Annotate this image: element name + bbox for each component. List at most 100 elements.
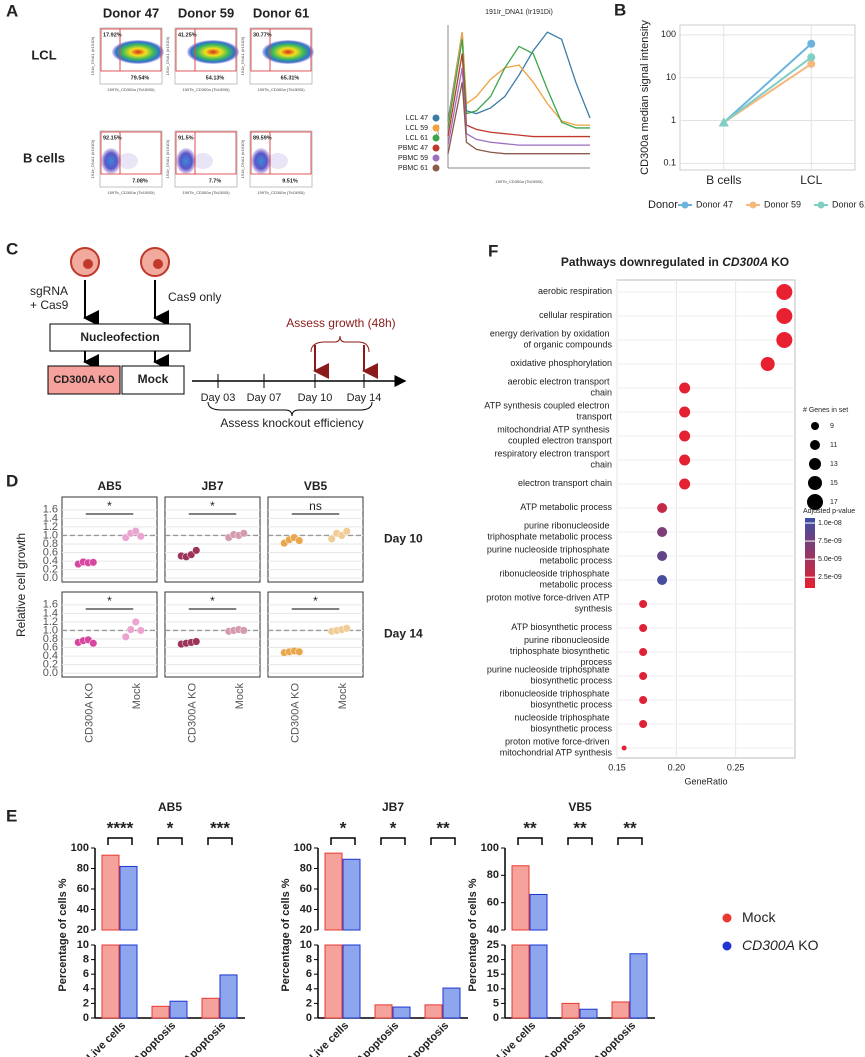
density — [101, 148, 121, 174]
bar — [324, 944, 343, 1019]
brace — [310, 335, 370, 353]
panel-letters: A B C D E F — [6, 0, 626, 825]
histogram-line — [447, 82, 590, 155]
y-tick-label: 0.6 — [43, 546, 58, 558]
y-tick-label: 1.4 — [43, 607, 58, 619]
legend-label: 13 — [830, 461, 838, 468]
y-tick-label: ATP metabolic process — [520, 502, 612, 512]
bar — [561, 1002, 580, 1019]
column-title: Donor 59 — [178, 5, 234, 20]
significance-label: * — [340, 818, 347, 837]
histogram-line — [447, 31, 591, 121]
gate-label: 92.15% — [103, 135, 122, 141]
x-tick-label: Live cells — [495, 1020, 539, 1057]
y-tick-label: 20 — [300, 924, 312, 936]
axis-label: 159Tb_CD300a (Tb159Di) — [182, 190, 230, 195]
legend-swatch — [807, 494, 823, 510]
significance-label: * — [210, 594, 215, 608]
y-tick-label: 2 — [306, 997, 312, 1009]
y-tick-label: 0.2 — [43, 659, 58, 671]
y-tick-label: 8 — [306, 954, 312, 966]
cell-icon — [153, 259, 163, 269]
point — [342, 624, 351, 633]
y-tick-label: 10 — [77, 939, 89, 951]
axis-label: Percentage of cells % — [467, 878, 479, 991]
legend-swatch — [809, 458, 821, 470]
y-tick-label: 0 — [493, 1012, 499, 1024]
y-tick-label: 0.2 — [43, 564, 58, 576]
panel-letter: F — [488, 241, 498, 260]
legend-title: Adjusted p-value — [803, 508, 855, 515]
legend-label: 1.0e-08 — [818, 520, 842, 527]
bar — [119, 865, 138, 931]
gate — [269, 131, 312, 175]
y-tick-label: 4 — [306, 983, 313, 995]
legend-label: 17 — [830, 499, 838, 506]
y-tick-label: 0.4 — [43, 555, 58, 567]
plot-background — [679, 24, 856, 171]
bar — [101, 854, 120, 931]
y-tick-label: 20 — [77, 924, 89, 936]
chart-title: AB5 — [158, 800, 182, 814]
dot — [639, 624, 648, 632]
significance-bracket — [380, 837, 406, 845]
y-tick-label: purine nucleoside triphosphate metabolic… — [487, 545, 613, 566]
y-tick-label: 20 — [487, 954, 499, 966]
facet-background — [267, 591, 364, 678]
legend-label: 9 — [830, 423, 834, 430]
point — [327, 534, 336, 543]
dot — [679, 454, 691, 466]
gate-label: 41.25% — [178, 32, 197, 38]
y-tick-label: 0.0 — [43, 572, 58, 584]
significance-bracket — [207, 837, 233, 845]
y-tick-label: 100 — [481, 842, 499, 854]
gate-label: 89.59% — [253, 135, 272, 141]
gate-label: 17.92% — [103, 32, 122, 38]
column-title: Donor 47 — [103, 5, 159, 20]
significance-label: ** — [436, 818, 450, 837]
y-tick-label: 10 — [300, 939, 312, 951]
point — [295, 647, 304, 656]
dot — [639, 696, 648, 704]
significance-label: ns — [309, 499, 322, 513]
timeline-label: Day 14 — [347, 392, 382, 404]
timeline-label: Day 10 — [298, 392, 333, 404]
y-tick-label: 1.2 — [43, 521, 58, 533]
bar — [374, 1004, 393, 1019]
y-tick-label: 1.2 — [43, 616, 58, 628]
significance-bracket — [567, 837, 593, 845]
bar — [119, 944, 138, 1019]
row-title: Day 10 — [384, 532, 423, 546]
gate-label: 7.08% — [132, 178, 148, 184]
legend-label: 7.5e-09 — [818, 538, 842, 545]
y-tick-label: purine ribonucleoside triphosphate metab… — [487, 521, 612, 542]
bar — [511, 944, 530, 1019]
facet-background — [61, 591, 158, 678]
annotation: Assess knockout efficiency — [220, 416, 363, 430]
y-tick-label: 80 — [77, 862, 89, 874]
axis-label: 159Tb_CD300a (Tb159Di) — [257, 190, 305, 195]
x-tick-label: Live cells — [85, 1020, 129, 1057]
output-box — [47, 365, 121, 395]
point — [239, 529, 248, 538]
y-tick-label: 0.1 — [663, 158, 676, 168]
marker — [718, 117, 729, 127]
bar — [101, 944, 120, 1019]
bar — [424, 1004, 443, 1019]
legend-title: Donor — [648, 199, 678, 211]
x-tick-label: 0.15 — [608, 762, 626, 772]
gate-label: 9.51% — [282, 178, 298, 184]
legend-swatch — [808, 476, 822, 490]
axis-label: Percentage of cells % — [57, 878, 69, 991]
bar — [529, 893, 548, 931]
point — [192, 637, 201, 646]
dot — [657, 527, 668, 537]
point — [89, 639, 98, 648]
x-tick-label: CD300A KO — [290, 683, 302, 743]
legend-label: PBMC 59 — [398, 155, 428, 162]
y-tick-label: aerobic respiration — [538, 286, 612, 296]
gate — [119, 131, 162, 175]
y-tick-label: 1.6 — [43, 599, 58, 611]
dot — [679, 382, 691, 394]
gate-label: 54.13% — [206, 75, 225, 81]
